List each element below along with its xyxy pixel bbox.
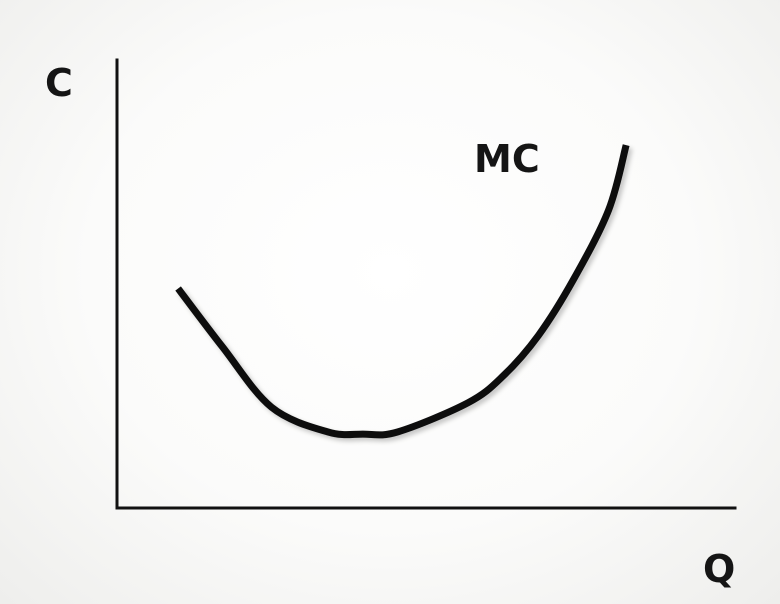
- series-layer: [175, 144, 630, 439]
- mc-curve-label: MC: [474, 137, 540, 181]
- mc-curve: [175, 144, 630, 439]
- x-axis-label: Q: [703, 547, 735, 591]
- y-axis-label: C: [45, 61, 73, 105]
